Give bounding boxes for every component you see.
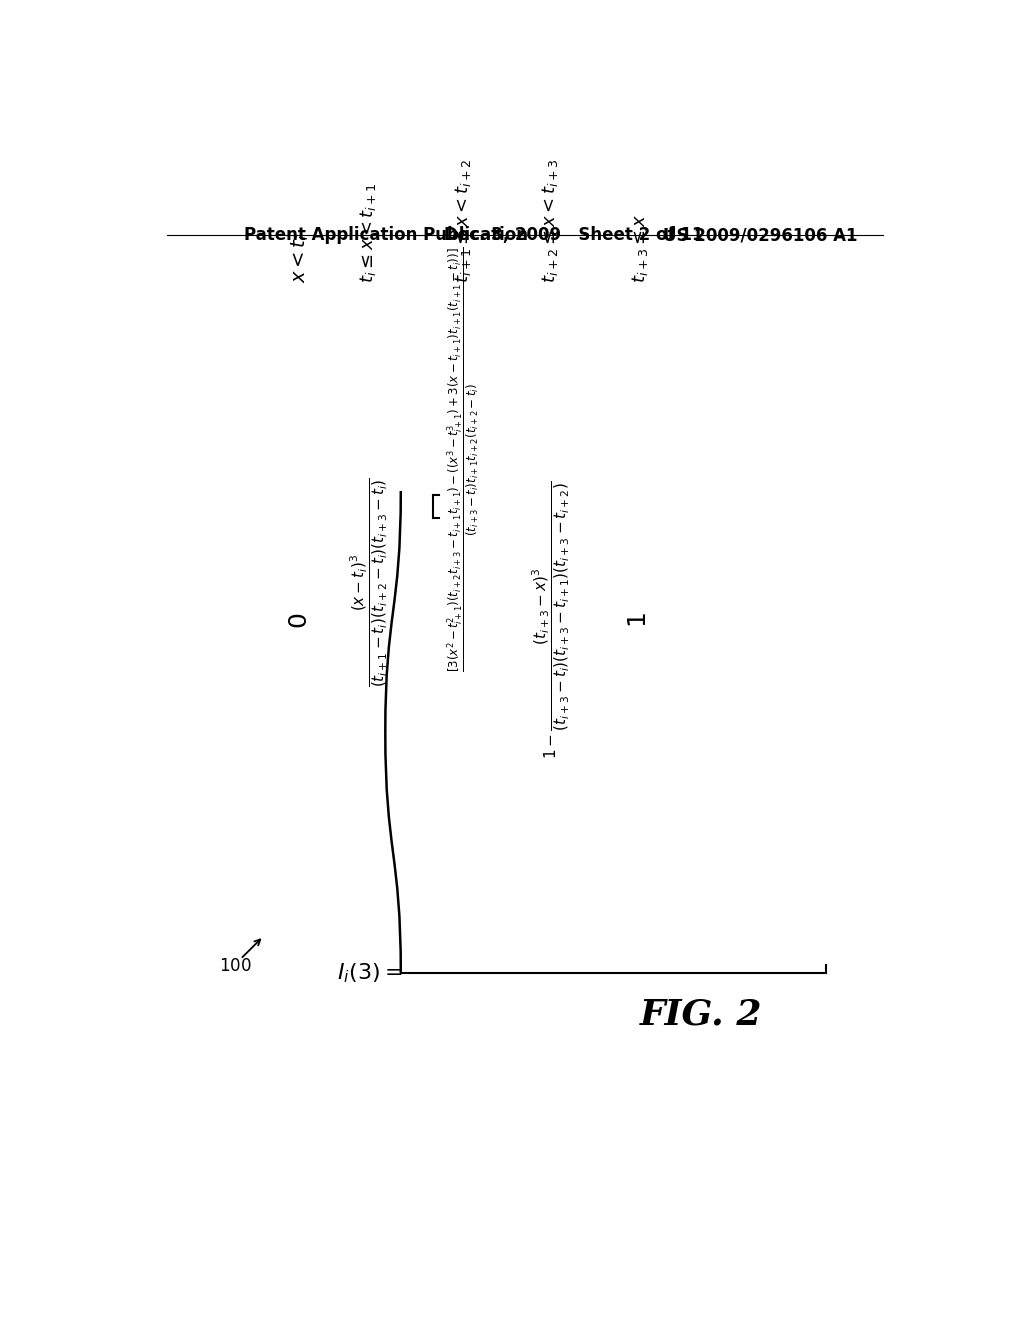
Text: $\dfrac{[3(x^2-t_{i+1}^2)(t_{i+2}t_{i+3}-t_{i+1}t_{i+1})-((x^3-t_{i+1}^3)+3(x-t_: $\dfrac{[3(x^2-t_{i+1}^2)(t_{i+2}t_{i+3}… [444, 246, 481, 672]
Text: FIG. 2: FIG. 2 [640, 998, 762, 1032]
Text: $t_{i+2} \leq x < t_{i+3}$: $t_{i+2} \leq x < t_{i+3}$ [541, 158, 560, 284]
Text: $1$: $1$ [628, 612, 651, 628]
Text: $\dfrac{(x-t_i)^3}{(t_{i+1}-t_i)(t_{i+2}-t_i)(t_{i+3}-t_i)}$: $\dfrac{(x-t_i)^3}{(t_{i+1}-t_i)(t_{i+2}… [348, 477, 389, 686]
Text: $t_i \leq x < t_{i+1}$: $t_i \leq x < t_{i+1}$ [358, 182, 378, 284]
Text: $0$: $0$ [289, 612, 311, 628]
Text: $t_{i+1} \leq x < t_{i+2}$: $t_{i+1} \leq x < t_{i+2}$ [453, 158, 473, 284]
Text: US 2009/0296106 A1: US 2009/0296106 A1 [663, 226, 857, 244]
Text: $t_{i+3} \leq x$: $t_{i+3} \leq x$ [630, 214, 649, 284]
Text: $\mathit{100}$: $\mathit{100}$ [219, 958, 252, 974]
Text: $I_i(3)=$: $I_i(3)=$ [337, 961, 402, 985]
Text: $x < t_i$: $x < t_i$ [290, 234, 310, 284]
Text: Dec. 3, 2009   Sheet 2 of 11: Dec. 3, 2009 Sheet 2 of 11 [444, 226, 703, 244]
Text: $1-\dfrac{(t_{i+3}-x)^3}{(t_{i+3}-t_i)(t_{i+3}-t_{i+1})(t_{i+3}-t_{i+2})}$: $1-\dfrac{(t_{i+3}-x)^3}{(t_{i+3}-t_i)(t… [530, 482, 570, 759]
Text: Patent Application Publication: Patent Application Publication [245, 226, 528, 244]
